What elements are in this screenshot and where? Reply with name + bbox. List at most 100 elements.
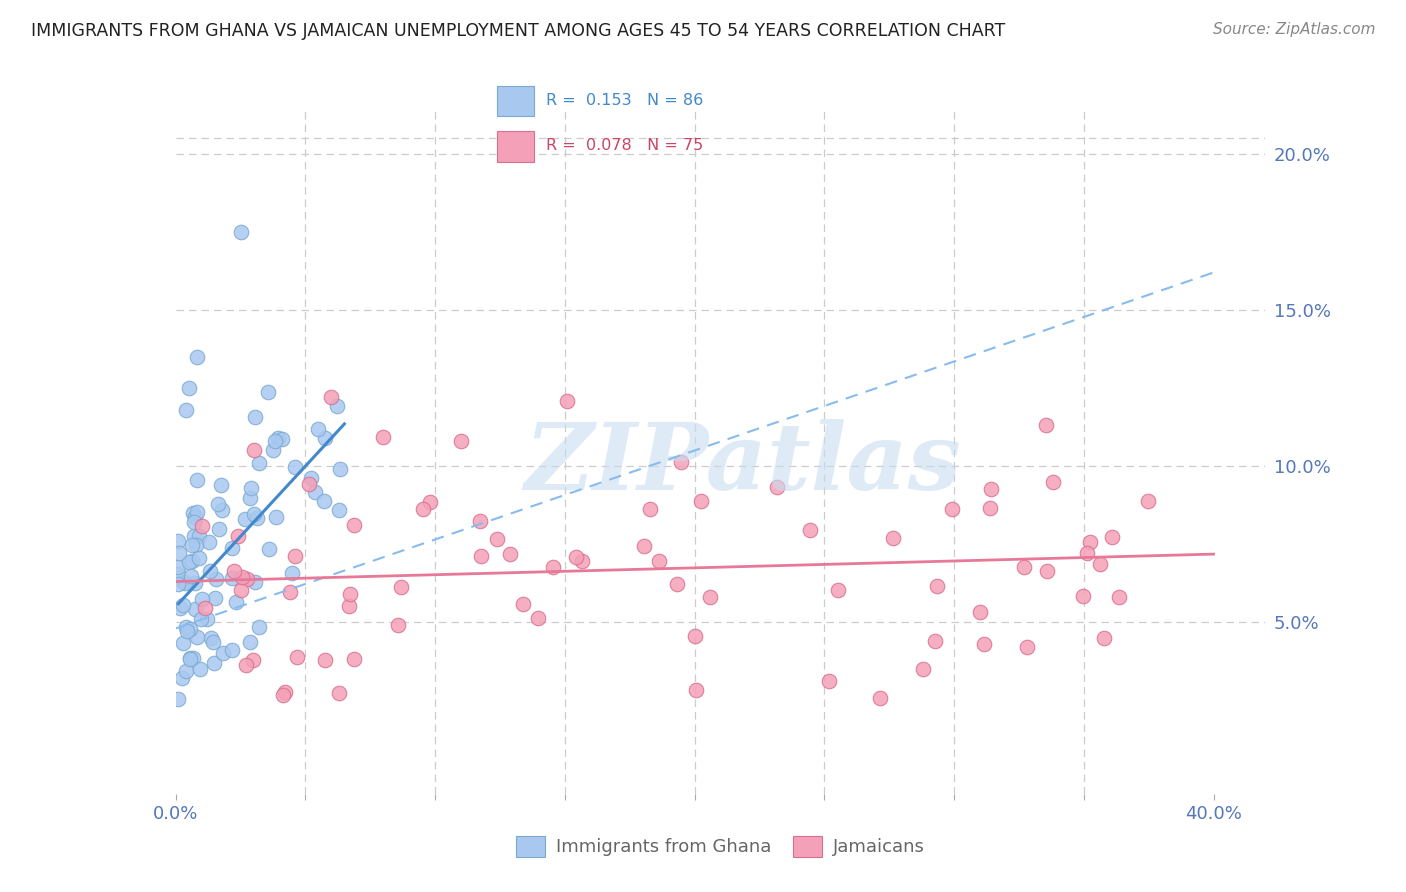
- Point: [1042, 475, 1064, 489]
- Point: [541, 560, 564, 574]
- Point: [512, 597, 534, 611]
- Point: [222, 564, 245, 578]
- Point: [924, 633, 946, 648]
- Text: IMMIGRANTS FROM GHANA VS JAMAICAN UNEMPLOYMENT AMONG AGES 45 TO 54 YEARS CORRELA: IMMIGRANTS FROM GHANA VS JAMAICAN UNEMPL…: [31, 22, 1005, 40]
- Point: [264, 509, 287, 524]
- Point: [212, 646, 235, 660]
- Point: [191, 518, 214, 533]
- Point: [571, 554, 593, 568]
- Point: [247, 456, 270, 470]
- Point: [271, 433, 294, 447]
- Point: [278, 584, 301, 599]
- Point: [343, 652, 366, 666]
- Point: [827, 582, 849, 597]
- Point: [1015, 640, 1038, 654]
- Point: [555, 394, 578, 409]
- Point: [312, 494, 335, 508]
- Point: [499, 548, 522, 562]
- Point: [683, 630, 706, 644]
- Legend: Immigrants from Ghana, Jamaicans: Immigrants from Ghana, Jamaicans: [509, 829, 932, 863]
- Point: [284, 549, 307, 563]
- Point: [243, 409, 266, 424]
- Point: [167, 691, 190, 706]
- Point: [201, 635, 224, 649]
- Point: [233, 511, 256, 525]
- Point: [526, 610, 548, 624]
- Point: [183, 529, 205, 543]
- Point: [177, 381, 200, 395]
- Point: [247, 619, 270, 633]
- Point: [565, 550, 588, 565]
- Point: [486, 532, 509, 546]
- Point: [198, 535, 221, 549]
- Point: [187, 529, 209, 543]
- Point: [180, 569, 202, 583]
- Point: [927, 579, 949, 593]
- Point: [1108, 590, 1130, 604]
- Point: [969, 605, 991, 619]
- Text: R =  0.153   N = 86: R = 0.153 N = 86: [546, 93, 703, 108]
- Point: [221, 541, 243, 555]
- Point: [314, 431, 336, 445]
- Point: [685, 683, 707, 698]
- Point: [184, 538, 207, 552]
- Point: [980, 482, 1002, 496]
- Point: [194, 601, 217, 615]
- Point: [181, 538, 204, 552]
- Point: [186, 630, 208, 644]
- Point: [321, 391, 343, 405]
- Point: [174, 620, 197, 634]
- Point: [765, 480, 787, 494]
- Point: [190, 612, 212, 626]
- Point: [179, 556, 201, 570]
- Text: Source: ZipAtlas.com: Source: ZipAtlas.com: [1212, 22, 1375, 37]
- Point: [242, 507, 264, 521]
- Point: [640, 502, 662, 516]
- Point: [818, 674, 841, 689]
- Point: [1092, 631, 1115, 645]
- Point: [221, 643, 243, 657]
- Point: [176, 624, 198, 639]
- Point: [211, 503, 233, 517]
- Point: [304, 484, 326, 499]
- Point: [287, 649, 309, 664]
- Point: [195, 612, 218, 626]
- Point: [342, 517, 364, 532]
- Point: [389, 580, 412, 594]
- Point: [186, 350, 208, 364]
- Point: [267, 431, 290, 445]
- Point: [633, 540, 655, 554]
- Point: [882, 531, 904, 545]
- Point: [912, 662, 935, 676]
- Point: [273, 688, 295, 702]
- Point: [179, 652, 201, 666]
- Point: [1035, 417, 1057, 432]
- Point: [184, 601, 207, 615]
- Point: [186, 473, 208, 487]
- Point: [225, 595, 247, 609]
- Point: [239, 481, 262, 495]
- Point: [242, 443, 264, 458]
- FancyBboxPatch shape: [496, 86, 534, 117]
- Point: [229, 225, 252, 239]
- Point: [167, 577, 190, 591]
- Point: [1071, 589, 1094, 603]
- Point: [239, 491, 262, 505]
- Point: [339, 587, 361, 601]
- Text: R =  0.078   N = 75: R = 0.078 N = 75: [546, 138, 703, 153]
- Point: [207, 497, 229, 511]
- Point: [314, 653, 336, 667]
- Point: [179, 622, 201, 636]
- Point: [209, 477, 232, 491]
- Point: [167, 566, 190, 581]
- Point: [221, 571, 243, 585]
- Point: [869, 690, 891, 705]
- Point: [235, 572, 257, 586]
- Point: [204, 572, 226, 586]
- Point: [299, 471, 322, 485]
- Text: ZIPatlas: ZIPatlas: [524, 419, 960, 509]
- Point: [337, 599, 360, 614]
- Point: [226, 529, 249, 543]
- Point: [298, 477, 321, 491]
- Point: [412, 502, 434, 516]
